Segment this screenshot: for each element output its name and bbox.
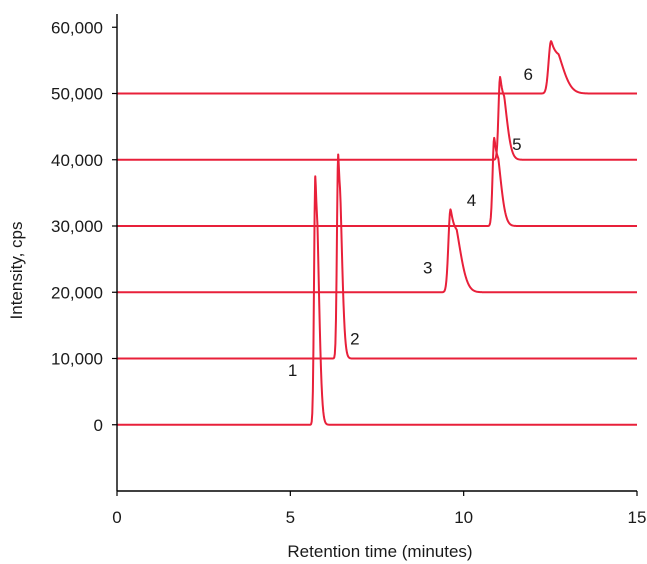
peak-label-2: 2	[350, 330, 359, 349]
trace-line-5	[116, 75, 638, 161]
peak-label-1: 1	[288, 361, 297, 380]
x-tick-label: 0	[112, 508, 121, 527]
traces-group	[116, 40, 638, 426]
peak-labels: 1 2 3 4 5 6	[288, 65, 533, 380]
trace-line-3	[116, 208, 638, 294]
y-tick-label: 50,000	[51, 85, 103, 104]
y-tick-label: 40,000	[51, 151, 103, 170]
y-axis-title: Intensity, cps	[7, 222, 26, 320]
x-tick-label: 5	[286, 508, 295, 527]
peak-label-6: 6	[524, 65, 533, 84]
y-tick-label: 0	[94, 416, 103, 435]
y-tick-label: 60,000	[51, 18, 103, 37]
y-tick-label: 20,000	[51, 283, 103, 302]
trace-line-4	[116, 136, 638, 227]
trace-line-1	[116, 175, 638, 426]
y-tick-label: 30,000	[51, 217, 103, 236]
trace-line-6	[116, 40, 638, 95]
trace-line-2	[116, 153, 638, 360]
x-axis-title: Retention time (minutes)	[287, 542, 472, 561]
x-tick-label: 10	[454, 508, 473, 527]
peak-label-3: 3	[423, 258, 432, 277]
x-axis-ticks: 0 5 10 15	[112, 491, 646, 527]
x-tick-label: 15	[628, 508, 647, 527]
y-axis-ticks: 0 10,000 20,000 30,000 40,000 50,000 60,000	[51, 18, 117, 435]
peak-label-4: 4	[467, 191, 476, 210]
axes-group	[116, 14, 637, 492]
peak-label-5: 5	[512, 135, 521, 154]
y-tick-label: 10,000	[51, 350, 103, 369]
